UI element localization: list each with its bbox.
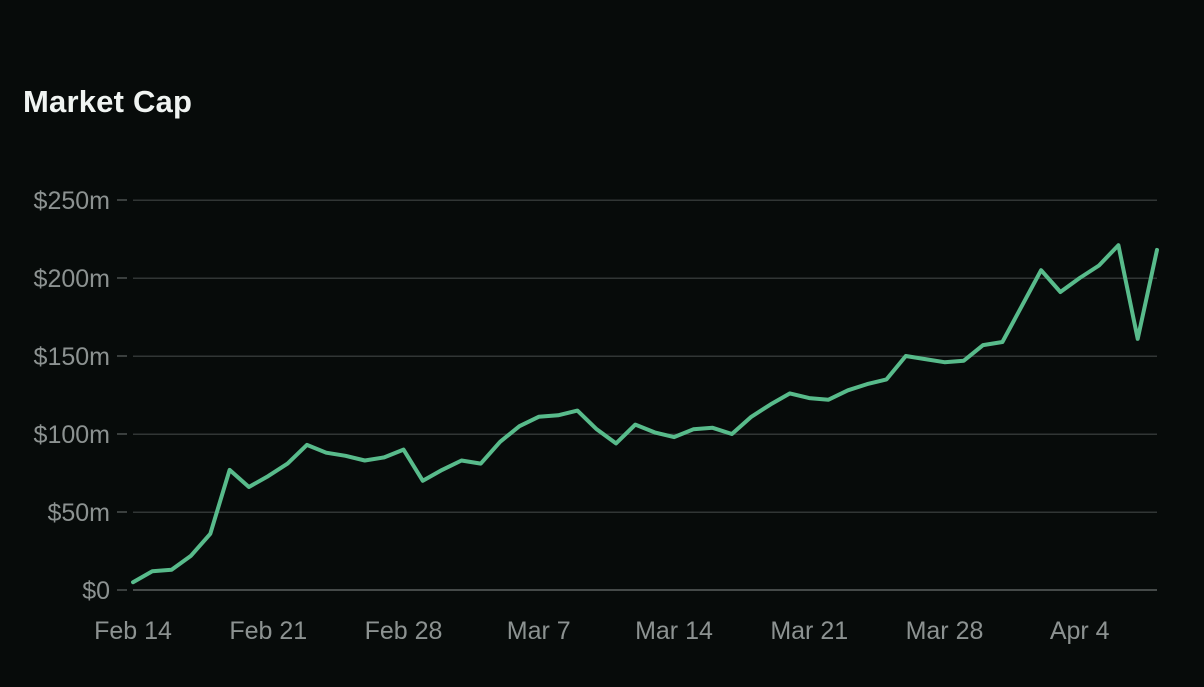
x-axis-label: Feb 28 — [365, 617, 443, 645]
x-axis-label: Apr 4 — [1050, 617, 1110, 645]
x-axis-label: Feb 14 — [94, 617, 172, 645]
y-axis-label: $0 — [82, 577, 110, 605]
y-axis-label: $200m — [34, 265, 110, 293]
y-axis-label: $250m — [34, 187, 110, 215]
x-axis-label: Mar 28 — [906, 617, 984, 645]
market-cap-series-line — [131, 243, 1159, 585]
y-axis-label: $50m — [47, 499, 110, 527]
x-axis-label: Mar 21 — [770, 617, 848, 645]
chart-title: Market Cap — [23, 84, 193, 119]
x-axis-label: Mar 14 — [635, 617, 713, 645]
x-axis-label: Feb 21 — [229, 617, 307, 645]
y-axis-label: $150m — [34, 343, 110, 371]
x-axis-label: Mar 7 — [507, 617, 571, 645]
y-axis-label: $100m — [34, 421, 110, 449]
